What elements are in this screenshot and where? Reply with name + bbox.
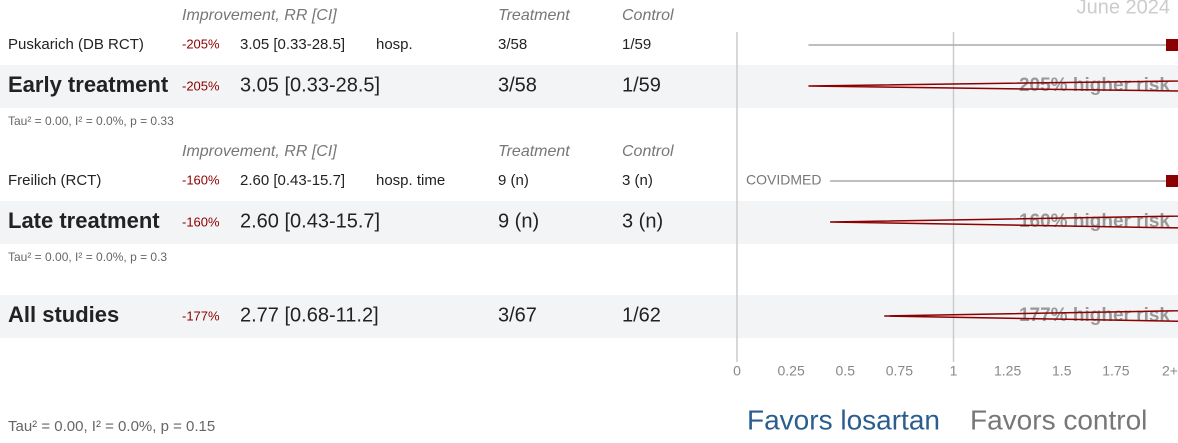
column-header: Control xyxy=(622,7,674,24)
rr-label: 2.60 [0.43-15.7] xyxy=(240,210,380,232)
control: 3 (n) xyxy=(622,172,653,189)
improvement: -205% xyxy=(182,36,220,51)
row-band xyxy=(0,295,1178,338)
study-annotation: COVIDMED xyxy=(746,172,821,188)
outcome: hosp. xyxy=(376,36,413,53)
rr-label: 2.77 [0.68-11.2] xyxy=(240,304,379,326)
layers xyxy=(0,32,1178,362)
treatment: 3/58 xyxy=(498,36,527,53)
summary-diamond xyxy=(830,215,1178,229)
improvement: -160% xyxy=(182,172,220,187)
summary-name: Late treatment xyxy=(8,208,160,233)
effect-label: 160% higher risk xyxy=(1019,211,1170,232)
x-tick-label: 0.5 xyxy=(836,363,856,379)
effect-label: 177% higher risk xyxy=(1019,305,1170,326)
favors-treatment: Favors losartan xyxy=(747,404,940,435)
table: Improvement, RR [CI] Treatment Control Pusk… xyxy=(8,7,1178,435)
improvement: -177% xyxy=(182,308,220,323)
summary-name: All studies xyxy=(8,302,119,327)
x-tick-label: 1.25 xyxy=(994,363,1021,379)
column-header: Improvement, RR [CI] xyxy=(182,7,337,24)
bands xyxy=(0,65,1178,338)
heterogeneity: Tau² = 0.00, I² = 0.0%, p = 0.3 xyxy=(8,250,167,264)
control: 3 (n) xyxy=(622,210,663,232)
column-header: Treatment xyxy=(498,143,570,160)
improvement: -205% xyxy=(182,78,220,93)
x-tick-label: 0.75 xyxy=(886,363,913,379)
rr-label: 2.60 [0.43-15.7] xyxy=(240,172,345,189)
heterogeneity: Tau² = 0.00, I² = 0.0%, p = 0.15 xyxy=(8,418,215,435)
effect-label: 205% higher risk xyxy=(1019,75,1170,96)
treatment: 3/58 xyxy=(498,74,537,96)
x-tick-label: 1.5 xyxy=(1052,363,1072,379)
control: 1/59 xyxy=(622,74,661,96)
watermark: June 2024 xyxy=(1077,0,1170,18)
row-band xyxy=(0,201,1178,244)
rr-label: 3.05 [0.33-28.5] xyxy=(240,36,345,53)
x-tick-label: 1.75 xyxy=(1102,363,1129,379)
treatment: 9 (n) xyxy=(498,172,529,189)
column-header: Control xyxy=(622,143,674,160)
treatment: 3/67 xyxy=(498,304,537,326)
outcome: hosp. time xyxy=(376,172,445,189)
improvement: -160% xyxy=(182,214,220,229)
x-tick-label: 2+ xyxy=(1162,363,1178,379)
treatment: 9 (n) xyxy=(498,210,539,232)
x-tick-label: 0 xyxy=(733,363,741,379)
point-estimate xyxy=(1166,175,1178,187)
plot-area: 205% higher risk 160% higher risk 177% hig… xyxy=(808,39,1178,326)
column-header: Improvement, RR [CI] xyxy=(182,143,337,160)
x-tick-label: 1 xyxy=(950,363,958,379)
column-header: Treatment xyxy=(498,7,570,24)
point-estimate xyxy=(1166,39,1178,51)
row-band xyxy=(0,65,1178,108)
summary-name: Early treatment xyxy=(8,72,169,97)
heterogeneity: Tau² = 0.00, I² = 0.0%, p = 0.33 xyxy=(8,114,174,128)
rr-label: 3.05 [0.33-28.5] xyxy=(240,74,380,96)
control: 1/59 xyxy=(622,36,651,53)
study-name: Puskarich (DB RCT) xyxy=(8,36,144,53)
study-name: Freilich (RCT) xyxy=(8,172,101,189)
favors-control: Favors control xyxy=(970,404,1147,435)
axes xyxy=(736,32,955,362)
x-tick-label: 0.25 xyxy=(778,363,805,379)
control: 1/62 xyxy=(622,304,661,326)
